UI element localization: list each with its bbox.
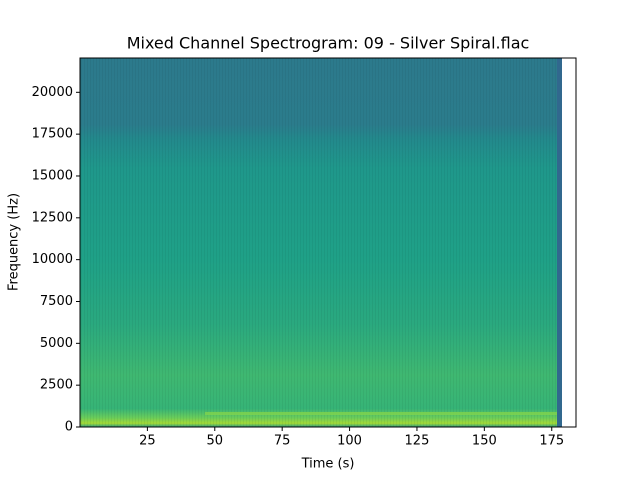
x-tick-label: 175 <box>539 434 564 449</box>
plot-frame <box>79 57 577 428</box>
y-tick-label: 15000 <box>32 168 73 183</box>
x-tick-label: 75 <box>274 434 291 449</box>
x-tick-label: 150 <box>472 434 497 449</box>
x-tick-label: 50 <box>207 434 224 449</box>
x-tick-label: 100 <box>337 434 362 449</box>
chart-title: Mixed Channel Spectrogram: 09 - Silver S… <box>127 34 530 53</box>
y-tick-label: 12500 <box>32 210 73 225</box>
y-tick-label: 0 <box>65 420 73 435</box>
y-tick-label: 10000 <box>32 252 73 267</box>
y-tick-label: 2500 <box>40 378 73 393</box>
y-tick-label: 5000 <box>40 336 73 351</box>
x-tick-label: 25 <box>139 434 156 449</box>
spectrogram-image <box>80 58 562 427</box>
y-tick-label: 20000 <box>32 85 73 100</box>
y-tick-label: 17500 <box>32 127 73 142</box>
x-tick-label: 125 <box>405 434 430 449</box>
y-axis-label: Frequency (Hz) <box>7 193 22 291</box>
y-tick-label: 7500 <box>40 294 73 309</box>
x-axis-label: Time (s) <box>301 457 355 472</box>
